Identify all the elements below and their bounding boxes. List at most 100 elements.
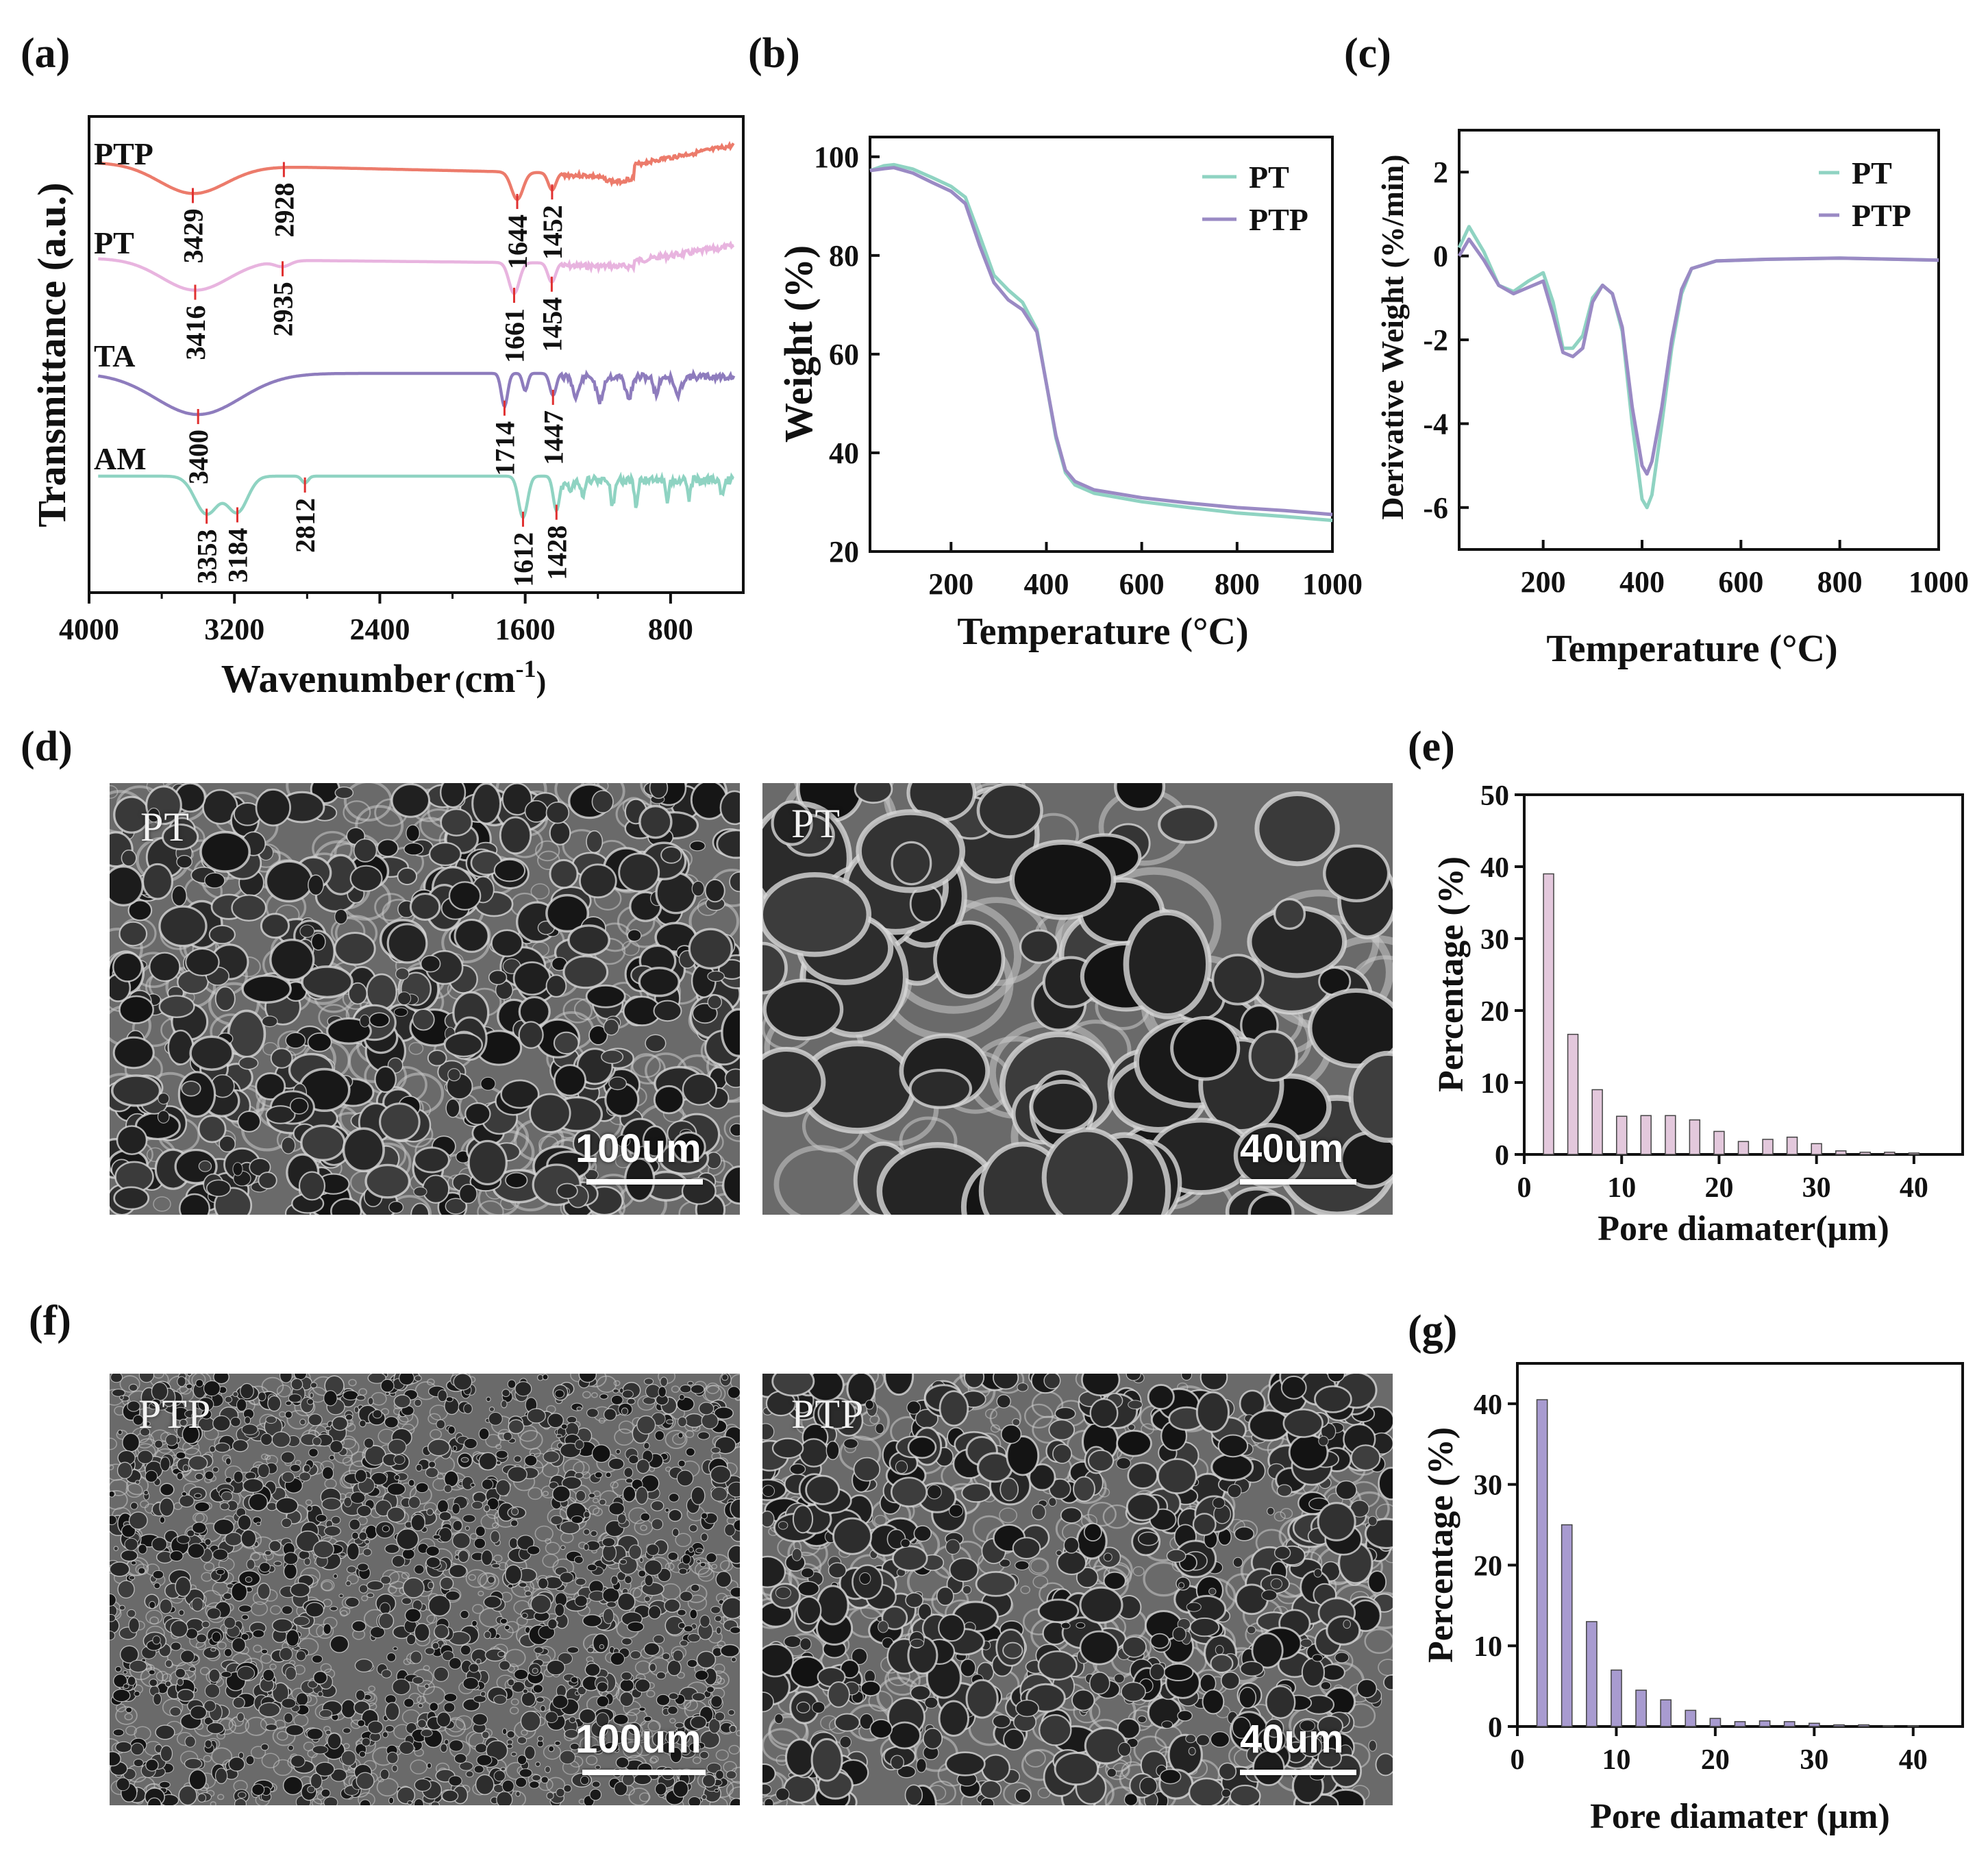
sem-pore: [128, 1575, 136, 1581]
sem-pore: [264, 1550, 272, 1556]
sem-ridge: [203, 1755, 212, 1763]
sem-pore: [727, 1386, 740, 1399]
hist-bar: [1660, 1699, 1672, 1727]
sem-pore: [286, 1629, 300, 1647]
sem-pore: [691, 1692, 706, 1702]
peak-label: 3353: [192, 529, 223, 584]
sem-pore: [386, 1483, 406, 1496]
sem-pore: [690, 1716, 707, 1730]
sem-pore: [762, 1485, 775, 1497]
sem-pore: [486, 1396, 491, 1402]
sem-pore: [134, 1690, 140, 1697]
sem-pore: [729, 871, 740, 893]
sem-pore: [145, 1759, 159, 1772]
sem-pore: [259, 1562, 271, 1573]
sem-ridge: [527, 1487, 543, 1500]
hist-bar: [1858, 1724, 1869, 1727]
y-tick-label: 0: [1488, 1712, 1502, 1744]
series-line-ptp: [869, 166, 1333, 517]
sem-pore: [1364, 1518, 1393, 1550]
sem-pore: [151, 1537, 168, 1552]
sem-pore: [308, 1413, 323, 1426]
sem-ridge: [260, 1453, 269, 1460]
sem-pore: [514, 1669, 529, 1680]
sem-pore: [976, 783, 1043, 839]
hist-bar: [1734, 1721, 1746, 1727]
sem-pore: [704, 878, 725, 903]
sem-pore: [279, 1647, 293, 1661]
sem-pore: [285, 1400, 293, 1406]
sem-ridge: [613, 1380, 621, 1387]
sem-pore: [390, 783, 430, 818]
sem-pore: [1039, 1714, 1072, 1746]
sem-pore: [1232, 1716, 1252, 1740]
sem-pore: [610, 1575, 619, 1585]
sem-pore: [1189, 1617, 1220, 1637]
sem-pore: [524, 1590, 532, 1597]
sem-pore: [216, 1568, 225, 1575]
sem-pore: [228, 1757, 245, 1772]
sem-pore: [493, 1694, 507, 1705]
sem-pore: [688, 1546, 694, 1553]
sem-pore: [1103, 1571, 1126, 1590]
peak-label: 3184: [223, 528, 253, 583]
sem-pore: [157, 1110, 170, 1124]
sem-pore: [567, 924, 610, 956]
sem-pore: [283, 1563, 298, 1580]
sem-pore: [636, 1459, 650, 1474]
sem-pore: [701, 1512, 708, 1520]
sem-pore: [119, 1395, 124, 1400]
sem-ridge: [1104, 1786, 1141, 1805]
sem-pore: [680, 1385, 692, 1394]
sem-ridge: [423, 1665, 430, 1672]
sem-pore: [182, 1464, 190, 1472]
sem-ridge: [269, 1663, 277, 1670]
sem-pore: [355, 1689, 366, 1701]
sem-pore: [262, 1015, 278, 1028]
sem-pore: [325, 1426, 332, 1431]
sem-pore: [508, 1419, 525, 1435]
sem-pore: [725, 1770, 737, 1780]
y-tick-label: 30: [1474, 1470, 1502, 1502]
sem-pore: [345, 1580, 351, 1587]
sem-pore: [1037, 1650, 1078, 1681]
sem-pore: [729, 1798, 740, 1805]
sem-ridge: [638, 1792, 651, 1803]
sem-pore: [159, 1497, 175, 1517]
sem-pore: [627, 929, 642, 942]
sem-pore: [699, 1750, 709, 1759]
sem-pore: [573, 1555, 584, 1564]
sem-pore: [594, 1471, 603, 1478]
sem-pore: [437, 1389, 448, 1402]
sem-pore: [699, 1615, 710, 1628]
sem-pore: [534, 1646, 544, 1654]
sem-pore: [413, 1187, 427, 1197]
sem-pore: [125, 1707, 133, 1713]
y-tick-label: 50: [1480, 780, 1509, 812]
sem-pore: [407, 1800, 413, 1805]
sem-pore: [560, 1545, 566, 1550]
legend-label: PT: [1249, 160, 1289, 195]
sem-pore: [1273, 1546, 1291, 1560]
x-tick-label: 400: [1023, 567, 1069, 601]
x-tick-label: 1000: [1302, 567, 1363, 601]
sem-pore: [414, 1375, 422, 1382]
sem-pore: [189, 1035, 234, 1071]
sem-pore: [290, 1582, 311, 1598]
sem-ridge: [641, 1729, 654, 1740]
sem-pore: [384, 1725, 395, 1733]
sem-pore: [1273, 898, 1306, 930]
hist-bar: [1762, 1139, 1774, 1155]
sem-pore: [549, 820, 571, 845]
sem-pore: [981, 1754, 1010, 1783]
sem-ridge: [253, 1644, 262, 1653]
sem-pore: [397, 1786, 416, 1805]
sem-pore: [132, 1414, 144, 1426]
scale-bar-label: 40um: [1240, 1717, 1344, 1761]
sem-pore: [181, 1492, 188, 1496]
sem-pore: [812, 1701, 825, 1713]
sem-pore: [190, 1705, 208, 1720]
sem-pore: [402, 1577, 425, 1598]
sem-pore: [359, 1420, 366, 1428]
sem-pore: [550, 1515, 563, 1526]
